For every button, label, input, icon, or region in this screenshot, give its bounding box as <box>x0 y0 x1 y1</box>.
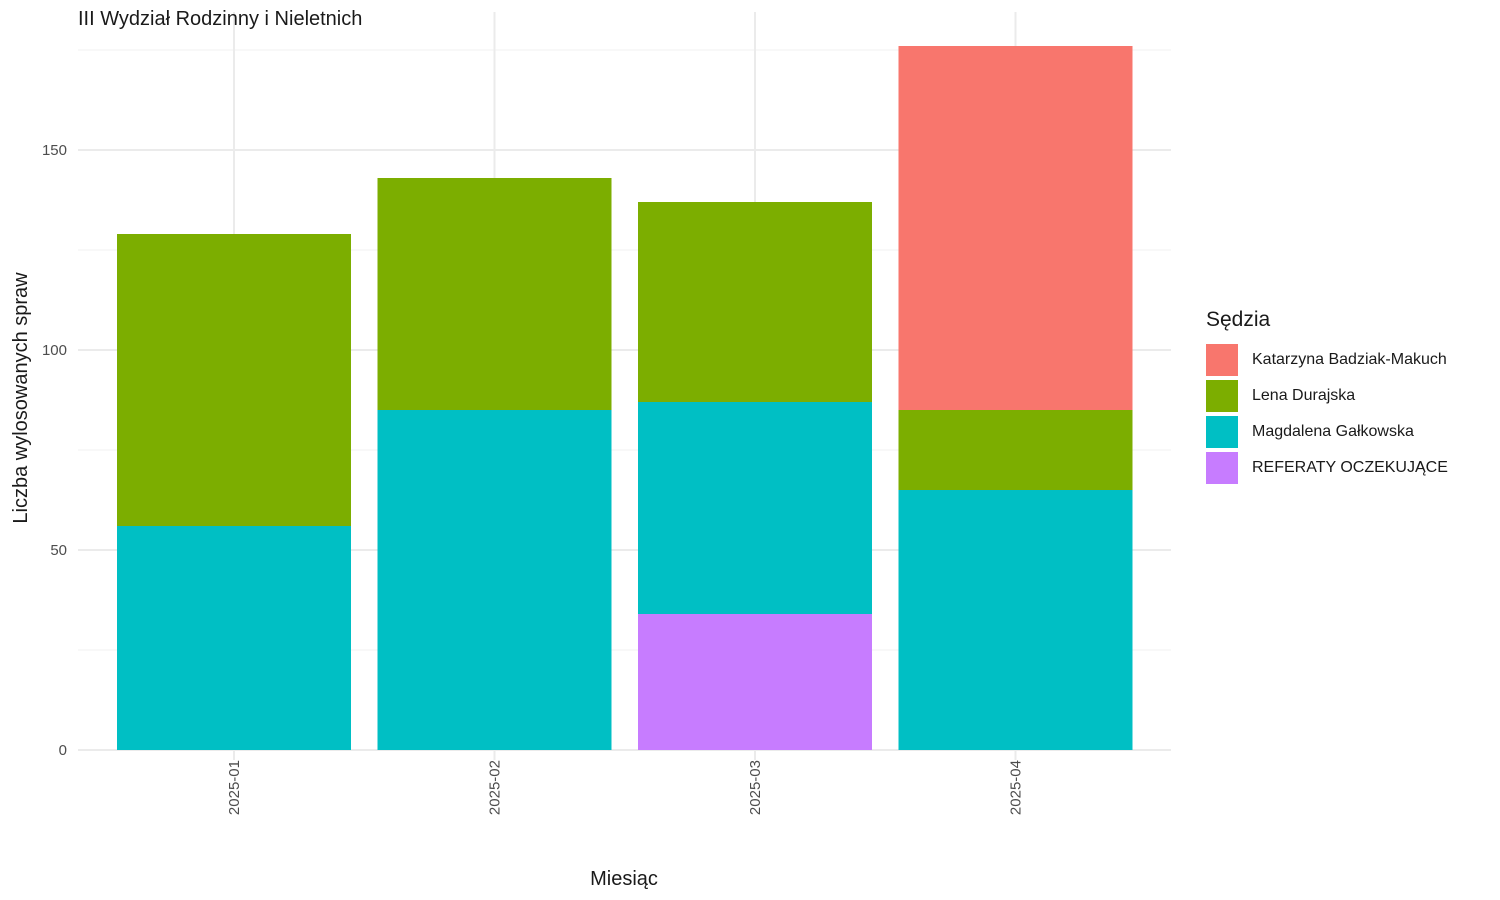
x-tick-label: 2025-01 <box>226 760 243 815</box>
bar-segment <box>638 402 872 614</box>
bar-segment <box>898 46 1133 410</box>
y-tick-label: 0 <box>59 742 67 759</box>
legend-label: Katarzyna Badziak-Makuch <box>1252 351 1447 368</box>
bar-segment <box>117 526 351 750</box>
bar-segment <box>117 234 351 526</box>
chart-title: III Wydział Rodzinny i Nieletnich <box>78 8 363 30</box>
legend-key <box>1206 344 1238 376</box>
y-tick-label: 50 <box>50 542 67 559</box>
legend-item: REFERATY OCZEKUJĄCE <box>1206 450 1448 486</box>
legend-item: Katarzyna Badziak-Makuch <box>1206 342 1448 378</box>
bar-segment <box>898 410 1133 490</box>
legend-title: Sędzia <box>1206 308 1271 331</box>
bars <box>117 46 1133 750</box>
y-tick-label: 150 <box>42 142 67 159</box>
y-axis-title: Liczba wylosowanych spraw <box>10 272 32 524</box>
legend-label: Lena Durajska <box>1252 387 1356 404</box>
x-tick-label: 2025-04 <box>1008 760 1025 815</box>
bar-segment <box>638 202 872 402</box>
legend-label: Magdalena Gałkowska <box>1252 423 1414 440</box>
bar-segment <box>377 178 612 410</box>
bar-segment <box>377 410 612 750</box>
legend-items: Katarzyna Badziak-Makuch Lena Durajska Mag… <box>1206 342 1448 486</box>
legend-item: Lena Durajska <box>1206 378 1448 414</box>
x-tick-label: 2025-02 <box>487 760 504 815</box>
legend-label: REFERATY OCZEKUJĄCE <box>1252 459 1448 476</box>
bar-segment <box>898 490 1133 750</box>
bar-segment <box>638 614 872 750</box>
legend-key <box>1206 416 1238 448</box>
y-tick-label: 100 <box>42 342 67 359</box>
x-axis-title: Miesiąc <box>590 868 658 890</box>
legend: Sędzia Katarzyna Badziak-Makuch Lena Dura… <box>1206 308 1448 486</box>
tick-labels: 0 50 100 150 2025-01 2025-02 2025-03 2025-04 <box>42 142 1025 815</box>
legend-item: Magdalena Gałkowska <box>1206 414 1448 450</box>
legend-key <box>1206 452 1238 484</box>
legend-key <box>1206 380 1238 412</box>
x-tick-label: 2025-03 <box>747 760 764 815</box>
